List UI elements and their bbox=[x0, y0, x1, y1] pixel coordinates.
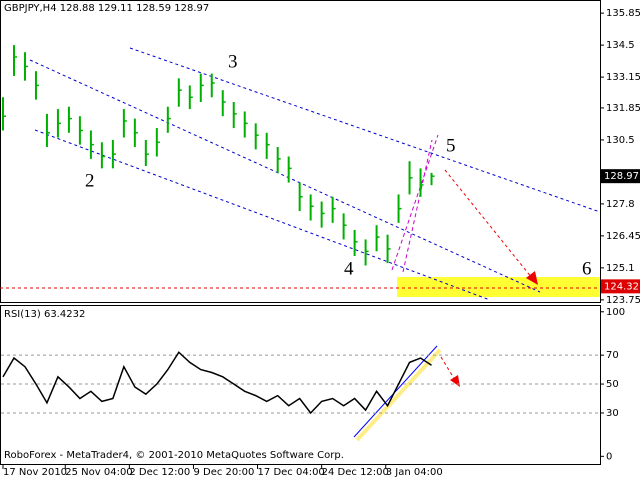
wedge-line bbox=[391, 134, 439, 271]
last-price-label: 128.97 bbox=[604, 171, 639, 182]
rsi-forecast-arrow bbox=[440, 356, 456, 381]
x-tick-label: 17 Dec 04:00 bbox=[258, 467, 325, 478]
arrow-head bbox=[526, 271, 538, 285]
y-tick-label: 30 bbox=[606, 408, 619, 419]
price-title: GBPJPY,H4 128.88 129.11 128.59 128.97 bbox=[4, 3, 209, 14]
x-tick-label: 24 Dec 12:00 bbox=[322, 467, 389, 478]
wave-label: 4 bbox=[344, 258, 354, 279]
y-tick-label: 70 bbox=[606, 350, 619, 361]
channel-line bbox=[29, 59, 541, 293]
wave-label: 3 bbox=[228, 51, 238, 72]
y-tick-label: 125.1 bbox=[606, 263, 635, 274]
y-tick-label: 131.85 bbox=[606, 103, 640, 114]
wedge-line bbox=[402, 139, 433, 273]
price-pane bbox=[0, 0, 601, 303]
forecast-arrow bbox=[444, 169, 533, 279]
level-box bbox=[601, 279, 640, 294]
wedge-lines bbox=[391, 134, 439, 273]
x-tick-label: 2 Dec 12:00 bbox=[129, 467, 190, 478]
y-tick-label: 133.15 bbox=[606, 72, 640, 83]
y-tick-label: 134.5 bbox=[606, 40, 635, 51]
x-tick-label: 17 Nov 2010 bbox=[3, 467, 67, 478]
y-tick-label: 130.5 bbox=[606, 135, 635, 146]
wave-label: 2 bbox=[85, 170, 95, 191]
rsi-title: RSI(13) 63.4232 bbox=[4, 309, 85, 320]
x-tick-label: 25 Nov 04:00 bbox=[65, 467, 132, 478]
rsi-line bbox=[2, 351, 432, 415]
rsi-pane bbox=[0, 305, 601, 465]
target-zone bbox=[397, 277, 600, 297]
y-tick-label: 100 bbox=[606, 307, 625, 318]
rsi-support-shadow bbox=[355, 348, 442, 442]
x-tick-label: 9 Dec 20:00 bbox=[193, 467, 254, 478]
y-tick-label: 123.75 bbox=[606, 295, 640, 306]
y-tick-label: 127.8 bbox=[606, 199, 635, 210]
y-tick-label: 135.85 bbox=[606, 8, 640, 19]
last-price-box bbox=[601, 169, 640, 184]
wave-label: 5 bbox=[446, 135, 456, 156]
arrow-head bbox=[450, 375, 460, 387]
footer: RoboForex - MetaTrader4, © 2001-2010 Met… bbox=[4, 450, 344, 461]
y-tick-label: 50 bbox=[606, 379, 619, 390]
x-tick-label: 3 Jan 04:00 bbox=[386, 467, 443, 478]
y-tick-label: 0 bbox=[606, 451, 612, 462]
wave-label: 6 bbox=[582, 258, 592, 279]
channel-lines bbox=[29, 47, 601, 301]
channel-line bbox=[34, 129, 491, 301]
channel-line bbox=[129, 47, 601, 213]
level-label: 124.32 bbox=[604, 281, 639, 292]
y-tick-label: 126.45 bbox=[606, 231, 640, 242]
